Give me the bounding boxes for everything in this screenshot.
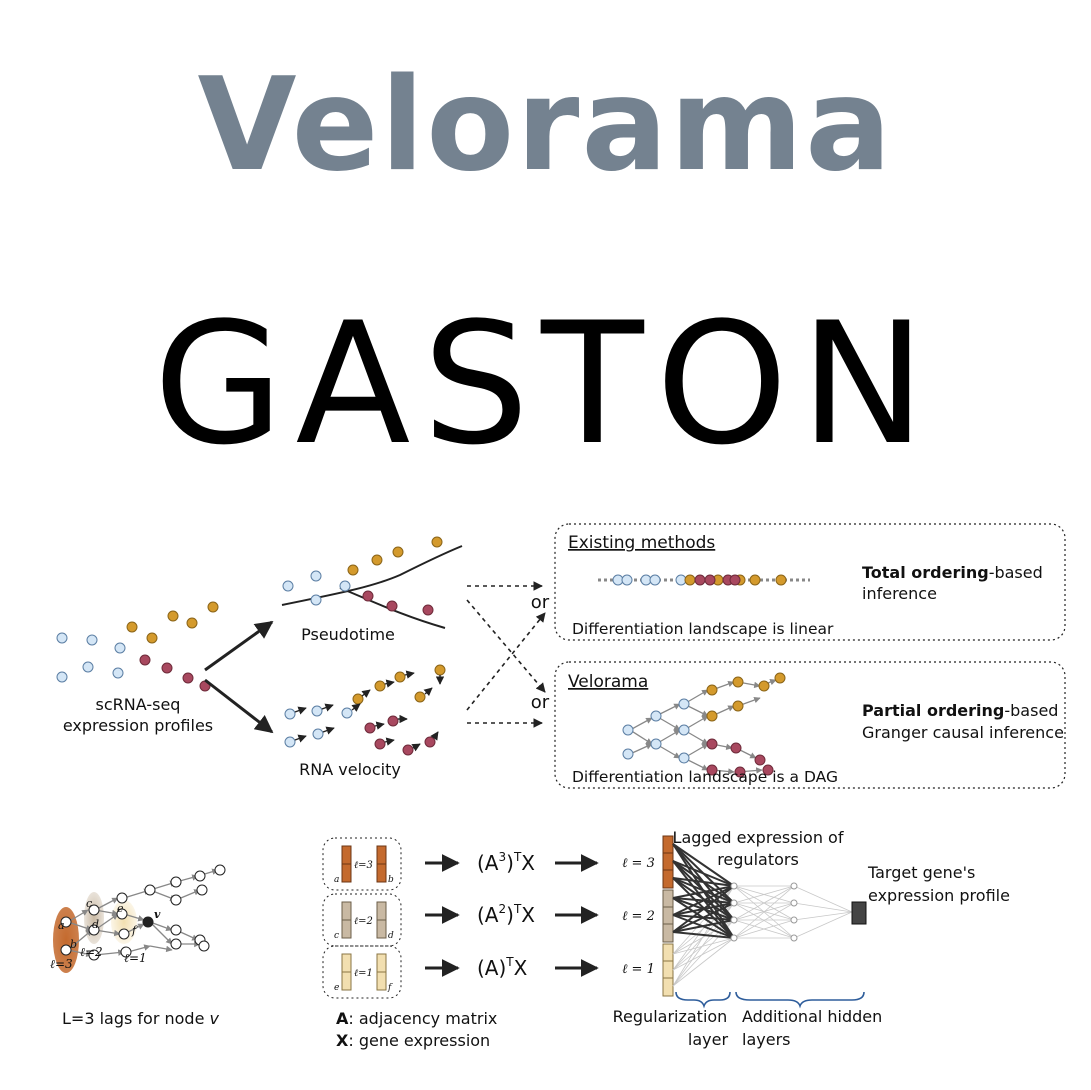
lag-boxes: ℓ=3 a b ℓ=2 c d ℓ=1 e f	[322, 837, 402, 999]
or-label-bottom: or	[531, 692, 550, 713]
dag-caption: L=3 lags for node v	[62, 1009, 220, 1028]
lag-label-3: ℓ=3	[50, 957, 73, 971]
node-letter-c: c	[86, 897, 92, 910]
node-letter-b: b	[70, 938, 77, 951]
nn-input-lag3	[662, 835, 674, 889]
arrow-to-velocity	[204, 678, 274, 734]
hidden-layers-brace	[735, 991, 865, 1009]
pseudotime-label: Pseudotime	[301, 625, 395, 644]
lag-label-2: ℓ=2	[80, 945, 103, 959]
velorama-box-desc-line2: Granger causal inference	[862, 723, 1064, 742]
scrna-cells-gold	[126, 601, 219, 644]
velorama-box-title: Velorama	[568, 672, 648, 692]
nn-input-lag1	[662, 943, 674, 997]
existing-methods-box	[554, 523, 1066, 641]
neural-network	[662, 835, 867, 997]
velorama-box-desc: Partial ordering-based	[862, 701, 1058, 720]
pseudotime-tree	[281, 536, 463, 629]
legend-expression: X: gene expression	[336, 1031, 490, 1050]
lag-box-1	[322, 945, 402, 999]
node-letter-f: f	[131, 924, 138, 937]
velorama-box	[554, 661, 1066, 789]
target-label-line2: expression profile	[868, 886, 1010, 905]
lagged-label-line1: Lagged expression of	[673, 828, 844, 847]
reg-layer-line1: Regularization	[613, 1007, 728, 1026]
scrna-cells	[56, 632, 126, 683]
existing-methods-desc-line2: inference	[862, 584, 937, 603]
velorama-box-subtitle: Differentiation landscape is a DAG	[572, 768, 838, 786]
lag-box-3	[322, 837, 402, 891]
gaston-logo: GASTON	[153, 286, 938, 482]
formula-lag1: (A)TX	[477, 955, 528, 980]
or-label-top: or	[531, 592, 550, 613]
lag-box-letter-c: c	[334, 931, 339, 941]
lag-box-label-3: ℓ=3	[354, 860, 373, 871]
hidden-layers-line2: layers	[742, 1030, 790, 1049]
node-letter-a: a	[58, 919, 65, 932]
node-letter-d: d	[92, 918, 99, 931]
existing-methods-title: Existing methods	[568, 533, 715, 553]
input-label-line2: expression profiles	[63, 716, 213, 735]
formula-lag2: (A2)TX	[477, 902, 535, 927]
reg-layer-brace	[675, 991, 731, 1009]
lag-box-letter-e: e	[334, 983, 339, 993]
node-letter-v: v	[154, 908, 161, 921]
lag-box-letter-d: d	[388, 931, 394, 941]
node-letter-e: e	[117, 902, 124, 915]
lag-box-letter-f: f	[387, 983, 393, 993]
existing-methods-subtitle: Differentiation landscape is linear	[572, 620, 834, 638]
velorama-logo: Velorama	[197, 51, 894, 200]
rna-velocity-label: RNA velocity	[299, 760, 401, 779]
nn-lag-label-1: ℓ = 1	[622, 962, 655, 977]
lag-dag: a b c d e f v ℓ=3 ℓ=2 ℓ=1	[50, 864, 226, 973]
lag-box-label-1: ℓ=1	[354, 968, 373, 979]
dag-ordering	[622, 672, 786, 778]
method-diagram: scRNA-seq expression profiles Pseudotime	[50, 523, 1066, 1050]
node-v	[142, 916, 154, 928]
linear-ordering	[598, 574, 810, 586]
hidden-layers-line1: Additional hidden	[742, 1007, 882, 1026]
arrow-to-pseudotime	[204, 620, 274, 672]
legend-adjacency: A: adjacency matrix	[336, 1009, 497, 1028]
lagged-label-line2: regulators	[717, 850, 799, 869]
existing-methods-desc: Total ordering-based	[862, 563, 1043, 582]
lag-label-1: ℓ=1	[124, 951, 147, 965]
nn-output	[851, 901, 867, 925]
target-label-line1: Target gene's	[867, 863, 975, 882]
dashed-arrow-pt-velorama	[466, 599, 546, 693]
lag-box-letter-a: a	[334, 875, 339, 885]
input-label-line1: scRNA-seq	[96, 695, 181, 714]
rna-velocity-cells	[284, 664, 446, 756]
nn-input-lag2	[662, 889, 674, 943]
lag-box-letter-b: b	[388, 875, 394, 885]
nn-lag-label-3: ℓ = 3	[622, 856, 655, 871]
nn-lag-label-2: ℓ = 2	[622, 909, 655, 924]
formula-lag3: (A3)TX	[477, 850, 535, 875]
reg-layer-line2: layer	[688, 1030, 729, 1049]
lag-box-label-2: ℓ=2	[354, 916, 373, 927]
scrna-cells-maroon	[139, 654, 211, 692]
